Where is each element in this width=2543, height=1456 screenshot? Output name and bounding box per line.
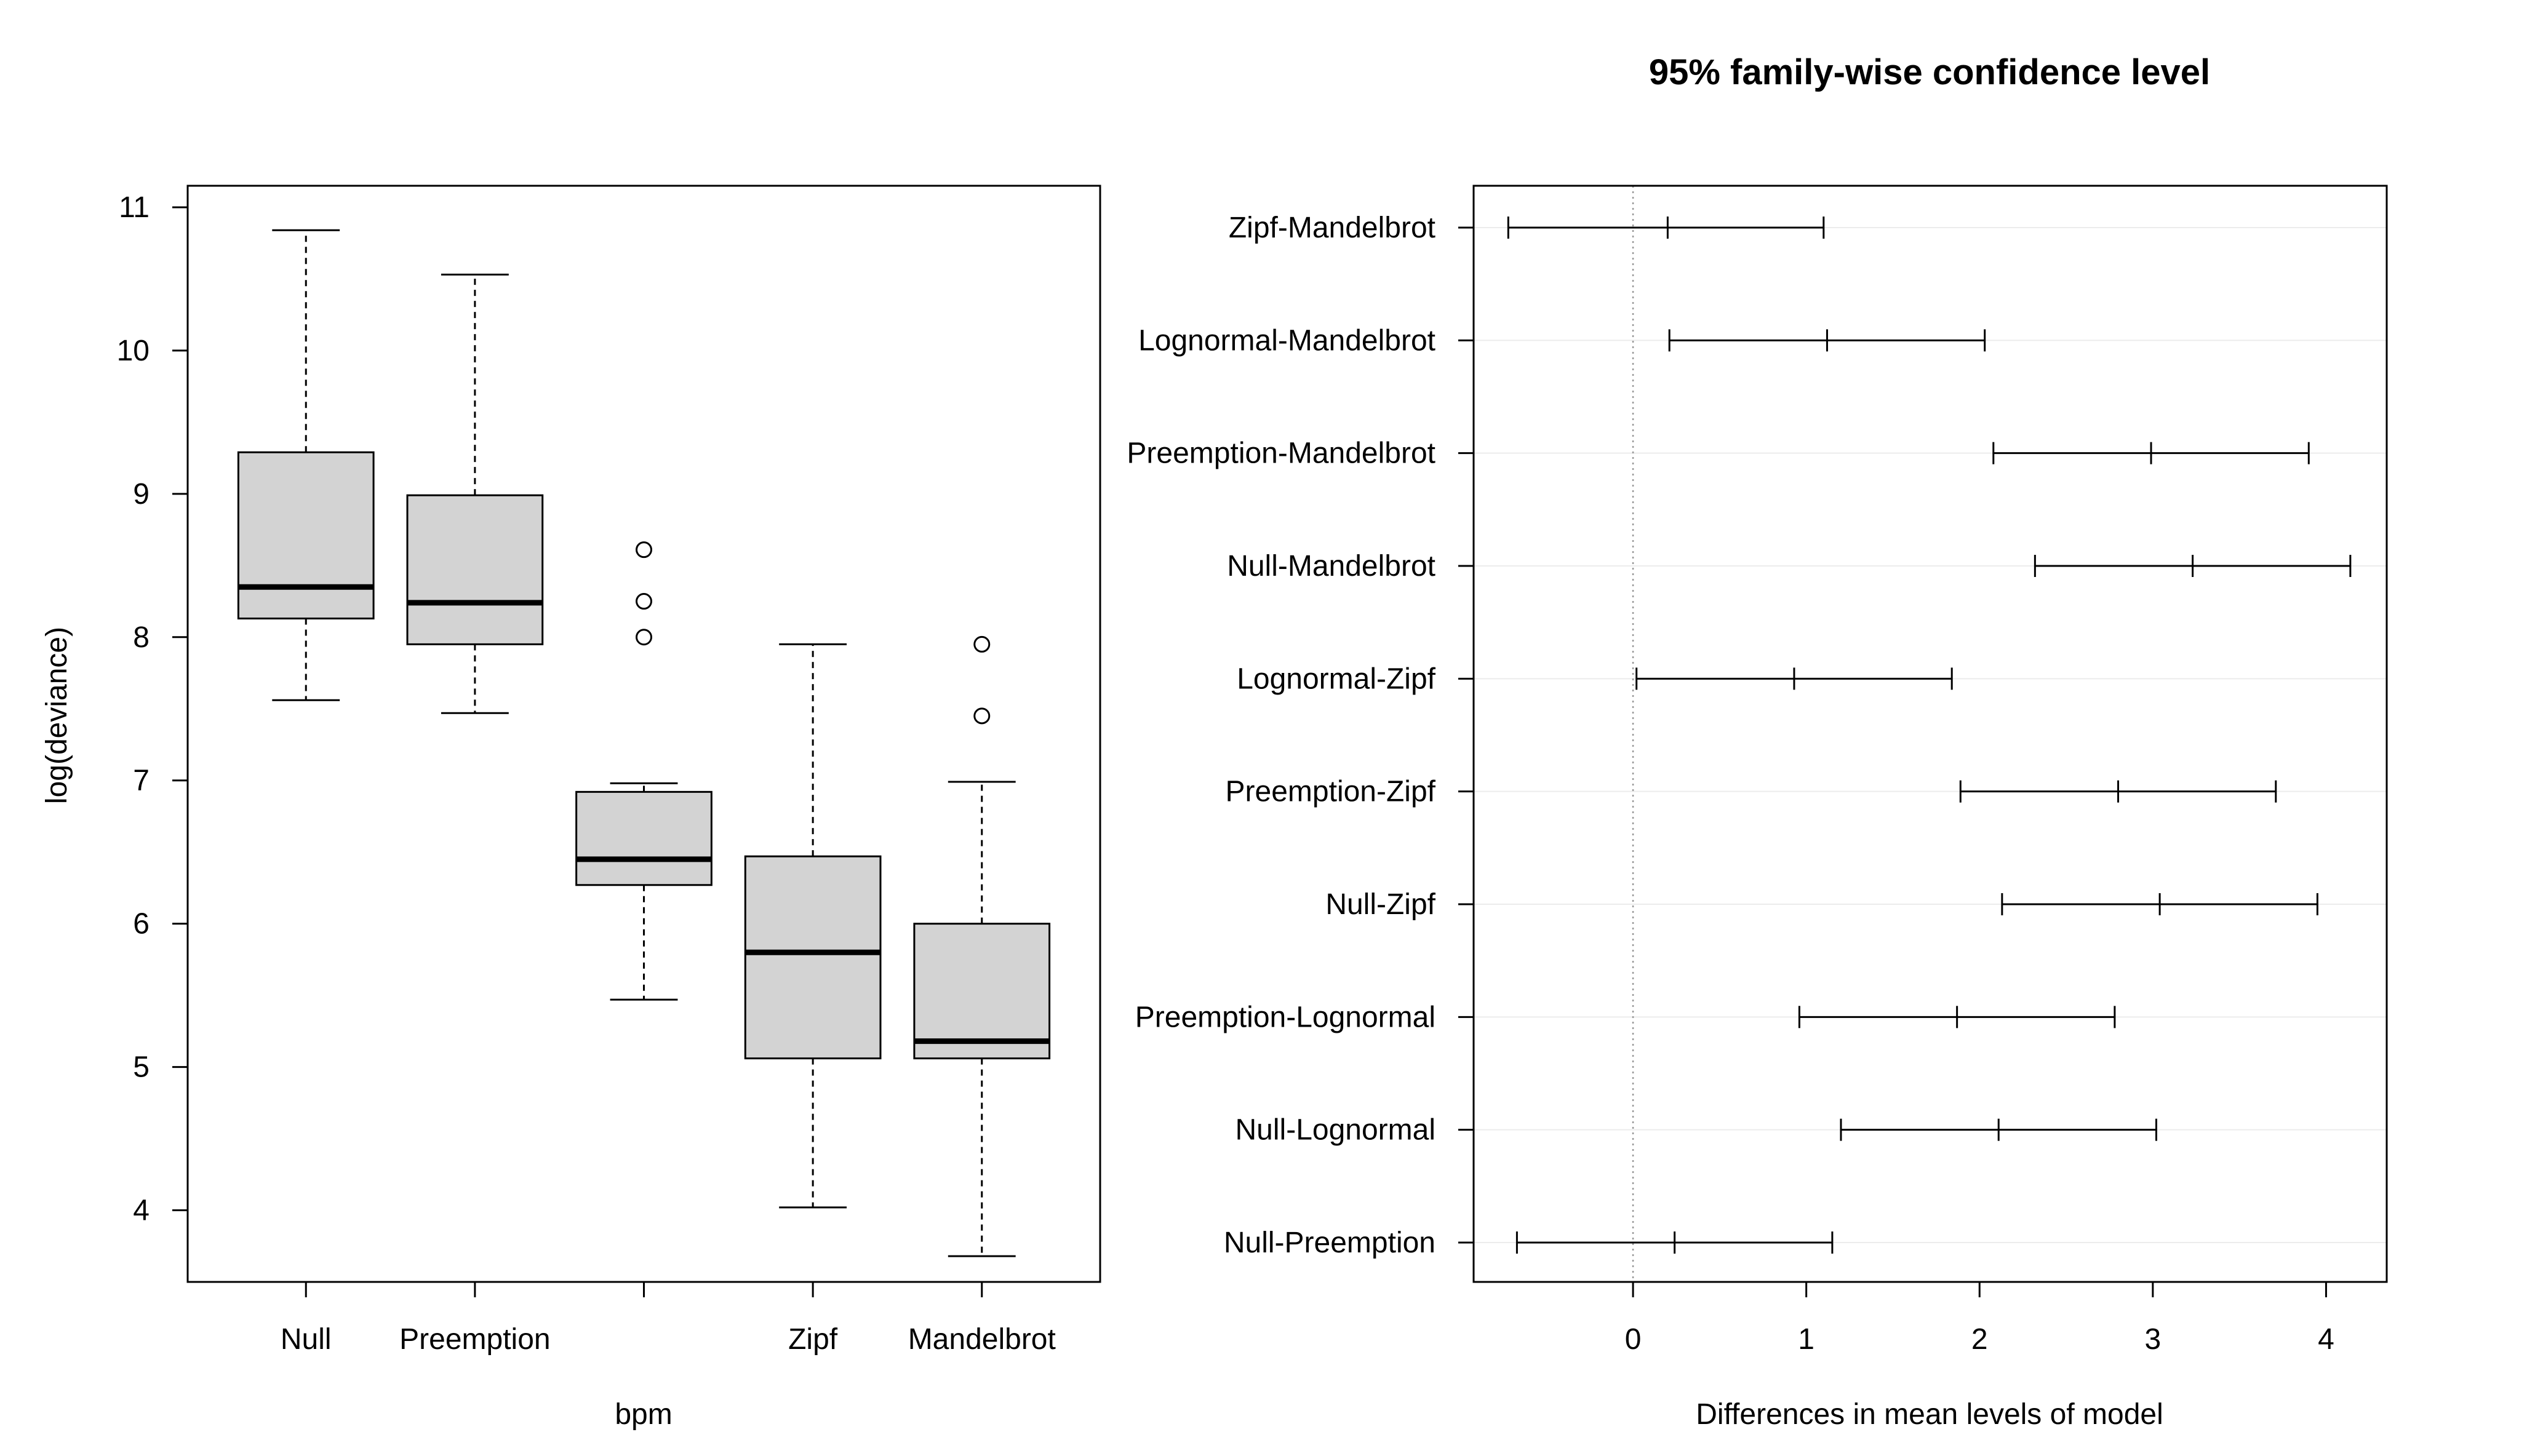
comparison-label: Null-Zipf — [1325, 888, 1435, 921]
box-iqr — [575, 790, 713, 886]
boxplot-x-tick-label: Preemption — [399, 1323, 550, 1356]
confidence-frame — [1472, 185, 2388, 1283]
comparison-label: Lognormal-Mandelbrot — [1138, 324, 1435, 357]
boxplot-y-tick-label: 4 — [133, 1195, 150, 1227]
boxplot-marks — [237, 229, 1051, 1257]
boxplot-y-axis-title: log(deviance) — [41, 627, 73, 804]
confidence-grid — [1474, 227, 2387, 1243]
confidence-interval — [2034, 555, 2352, 577]
comparison-label: Preemption-Lognormal — [1135, 1001, 1435, 1033]
boxplot-y-tick-label: 5 — [133, 1051, 150, 1084]
boxplot-x-tick-label: Zipf — [788, 1323, 838, 1356]
confidence-interval — [1959, 780, 2277, 803]
confidence-interval — [1668, 329, 1986, 352]
boxplot-y-tick-label: 7 — [133, 765, 150, 797]
confidence-x-axis-title: Differences in mean levels of model — [1696, 1398, 2163, 1431]
confidence-interval — [2001, 893, 2318, 915]
box-outlier — [973, 707, 991, 725]
confidence-y-axis: Zipf-Mandelbrot Lognormal-Mandelbrot Preem… — [1127, 212, 1474, 1259]
confidence-x-tick-label: 1 — [1798, 1323, 1814, 1356]
box-group — [406, 273, 544, 714]
confidence-interval — [1992, 442, 2310, 464]
confidence-interval — [1840, 1118, 2157, 1141]
box-group — [575, 541, 713, 1001]
boxplot-y-tick-label: 8 — [133, 621, 150, 654]
comparison-label: Null-Preemption — [1224, 1227, 1435, 1259]
confidence-intervals — [1507, 217, 2352, 1254]
boxplot-y-tick-label: 9 — [133, 478, 150, 511]
box-group — [913, 635, 1051, 1257]
confidence-x-tick-label: 3 — [2144, 1323, 2161, 1356]
box-iqr — [237, 451, 375, 619]
confidence-interval — [1515, 1231, 1834, 1254]
comparison-label: Null-Lognormal — [1236, 1114, 1435, 1147]
confidence-chart-title: 95% family-wise confidence level — [1649, 52, 2210, 92]
boxplot-x-axis-title: bpm — [615, 1398, 672, 1431]
box-outlier — [636, 593, 652, 610]
confidence-x-axis: 0 1 2 3 4 — [1625, 1282, 2334, 1356]
comparison-label: Preemption-Mandelbrot — [1127, 437, 1435, 470]
box-outlier — [636, 541, 652, 559]
confidence-interval-panel: 95% family-wise confidence level 0 1 2 3 4 Z… — [1127, 52, 2388, 1431]
box-iqr — [744, 855, 882, 1060]
boxplot-x-tick-label: Null — [281, 1323, 332, 1356]
boxplot-y-tick-label: 10 — [117, 335, 150, 367]
boxplot-y-tick-label: 11 — [119, 191, 150, 224]
box-iqr — [913, 923, 1051, 1060]
boxplot-y-axis: 4 5 6 7 8 9 10 11 — [117, 191, 188, 1227]
comparison-label: Null-Mandelbrot — [1227, 550, 1435, 583]
box-outlier — [973, 635, 991, 653]
boxplot-x-axis: Null Preemption Zipf Mandelbrot — [281, 1282, 1056, 1356]
comparison-label: Lognormal-Zipf — [1237, 662, 1435, 695]
box-iqr — [406, 494, 544, 645]
box-group — [237, 229, 375, 701]
confidence-x-tick-label: 4 — [2318, 1323, 2334, 1356]
confidence-interval — [1507, 217, 1825, 239]
boxplot-y-tick-label: 6 — [133, 908, 150, 941]
box-outlier — [636, 629, 652, 646]
box-group — [744, 643, 882, 1209]
comparison-label: Zipf-Mandelbrot — [1229, 212, 1435, 244]
confidence-interval — [1635, 667, 1953, 690]
boxplot-frame — [186, 185, 1101, 1283]
confidence-x-tick-label: 0 — [1625, 1323, 1642, 1356]
comparison-label: Preemption-Zipf — [1226, 776, 1436, 808]
confidence-x-tick-label: 2 — [1971, 1323, 1988, 1356]
confidence-interval — [1798, 1006, 2116, 1028]
boxplot-x-tick-label: Mandelbrot — [908, 1323, 1056, 1356]
